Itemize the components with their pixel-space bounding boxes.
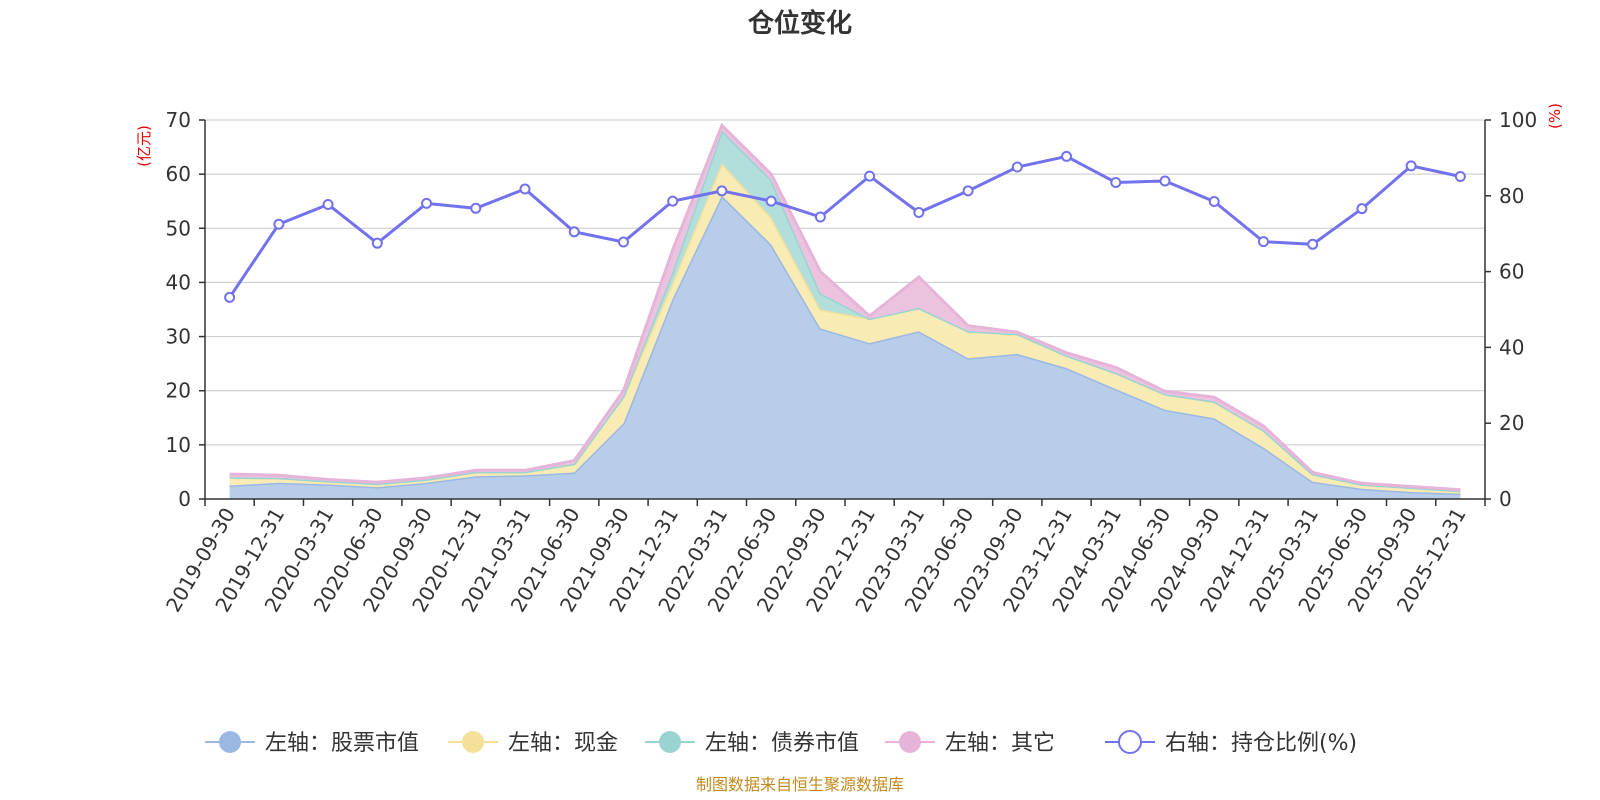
left-tick-label: 40 [166,270,191,294]
left-tick-label: 0 [178,487,191,511]
legend-marker [219,731,241,753]
right-axis-unit: (%) [1546,103,1564,129]
holding-ratio-point [864,170,876,182]
holding-ratio-point [322,199,334,211]
right-tick-label: 80 [1499,184,1524,208]
holding-ratio-point [1257,236,1269,248]
holding-ratio-point [1208,195,1220,207]
legend: 左轴：股票市值 左轴：现金 左轴：债券市值 左轴：其它 右轴：持仓比例(%) [205,730,1357,756]
area-edge-series-3 [229,122,1461,492]
right-tick-label: 40 [1499,335,1524,359]
stacked-areas [229,122,1461,500]
holding-ratio-point [765,195,777,207]
holding-ratio-point [519,183,531,195]
holding-ratio-point [568,226,580,238]
holding-ratio-point [716,185,728,197]
right-tick-label: 60 [1499,260,1524,284]
holding-ratio-point [1356,203,1368,215]
legend-marker [899,731,921,753]
legend-marker [462,731,484,753]
legend-label: 左轴：现金 [508,731,618,756]
holding-ratio-point [470,202,482,214]
area-fill-series-1 [229,163,1461,494]
left-tick-label: 10 [166,433,191,457]
left-tick-label: 30 [166,325,191,349]
legend-item-0: 左轴：股票市值 [205,731,419,756]
left-tick-label: 60 [166,162,191,186]
holding-ratio-point [617,236,629,248]
area-fill-series-2 [229,130,1461,491]
holding-ratio-point [1454,170,1466,182]
legend-item-3: 左轴：其它 [885,731,1055,756]
legend-item-4: 右轴：持仓比例(%) [1105,730,1357,756]
right-tick-label: 0 [1499,487,1512,511]
holding-ratio-point [371,237,383,249]
legend-item-1: 左轴：现金 [448,731,618,756]
series-3-group [229,122,1461,492]
holding-ratio-point [1159,175,1171,187]
holding-ratio-point [814,211,826,223]
ratio-line [224,150,1466,303]
left-tick-label: 20 [166,379,191,403]
holding-ratio-point [1405,160,1417,172]
holding-ratio-point [1307,238,1319,250]
legend-label: 左轴：股票市值 [265,731,419,756]
legend-label: 左轴：其它 [945,731,1055,756]
left-tick-label: 50 [166,216,191,240]
right-tick-label: 100 [1499,108,1537,132]
chart-title: 仓位变化 [747,8,852,39]
holding-ratio-point [1110,177,1122,189]
legend-item-2: 左轴：债券市值 [645,731,859,756]
legend-marker [1118,730,1142,754]
legend-label: 左轴：债券市值 [705,731,859,756]
holding-ratio-point [224,291,236,303]
holding-ratio-line [228,154,1461,299]
holding-ratio-point [1061,150,1073,162]
data-source-note: 制图数据来自恒生聚源数据库 [696,775,904,794]
holding-ratio-point [421,197,433,209]
holding-ratio-point [913,206,925,218]
area-fill-series-0 [229,195,1461,500]
holding-ratio-point [667,195,679,207]
legend-marker [659,731,681,753]
legend-label: 右轴：持仓比例(%) [1165,731,1357,756]
holding-ratio-point [1011,161,1023,173]
holding-ratio-point [273,218,285,230]
left-axis-unit: (亿元) [135,125,153,167]
left-tick-label: 70 [166,108,191,132]
holding-ratio-point [962,185,974,197]
right-tick-label: 20 [1499,411,1524,435]
